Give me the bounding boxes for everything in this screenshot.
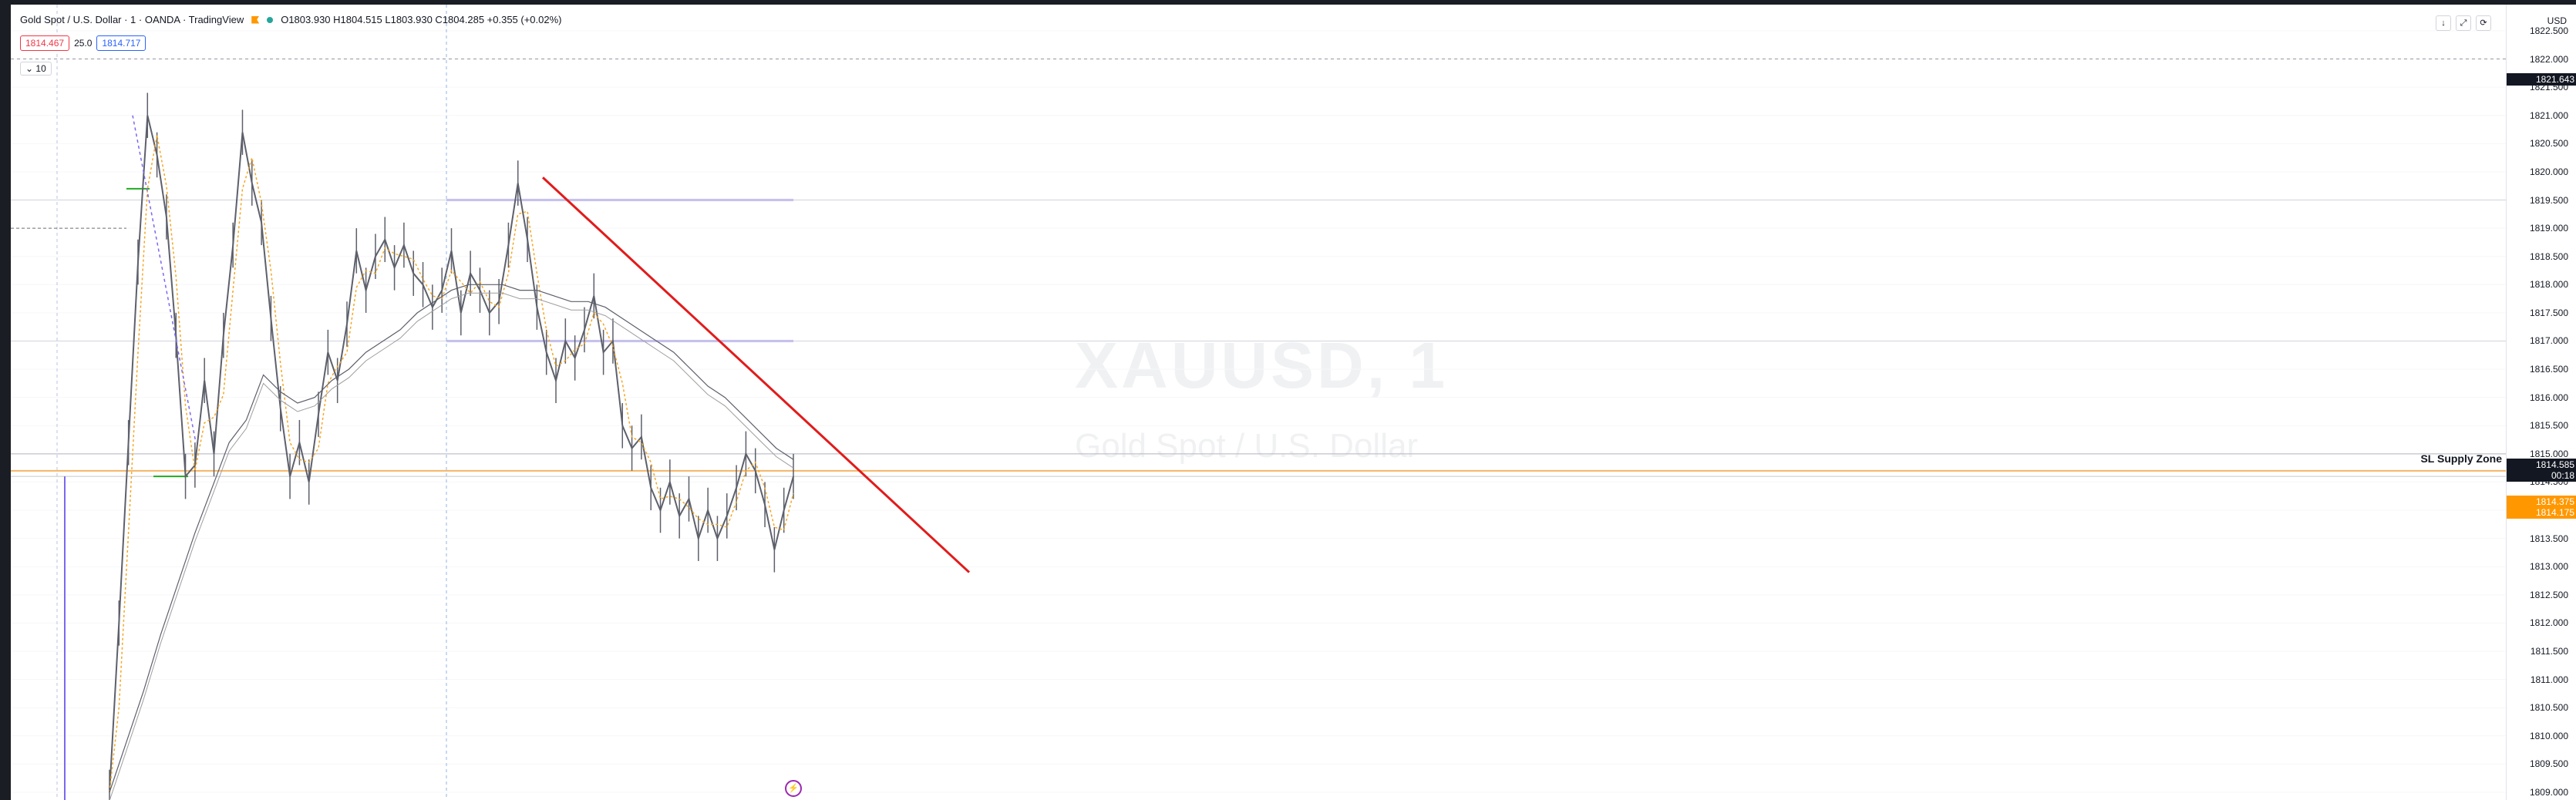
ohlc-values: O1803.930 H1804.515 L1803.930 C1804.285 … xyxy=(281,14,562,25)
sl-supply-zone-label: SL Supply Zone xyxy=(2420,452,2502,466)
slow-ma-series xyxy=(109,284,794,793)
ask-price-label: 1814.375 xyxy=(2507,496,2576,509)
arrow-down-icon[interactable]: ↓ xyxy=(2436,15,2451,31)
sell-button[interactable]: 1814.467 xyxy=(20,35,70,51)
price-plot[interactable] xyxy=(11,5,2507,800)
price-tick-label: 1816.000 xyxy=(2529,392,2568,403)
buy-sell-panel: 1814.467 25.0 1814.717 xyxy=(20,35,146,51)
price-tick-label: 1817.000 xyxy=(2529,335,2568,347)
price-tick-label: 1809.500 xyxy=(2529,758,2568,770)
price-tick-label: 1818.500 xyxy=(2529,250,2568,262)
chart-pane[interactable]: XAUUSD, 1 Gold Spot / U.S. Dollar Gold S… xyxy=(11,5,2576,800)
fast-ma-series xyxy=(109,135,794,793)
candle-timer-label: 00:18 xyxy=(2507,469,2576,482)
flag-icon[interactable] xyxy=(251,15,260,24)
price-tick-label: 1815.000 xyxy=(2529,448,2568,459)
chart-controls: ↓ ⤢ ⟳ xyxy=(2436,15,2491,31)
price-tick-label: 1816.500 xyxy=(2529,364,2568,375)
symbol-legend: Gold Spot / U.S. Dollar · 1 · OANDA · Tr… xyxy=(20,14,562,25)
price-tick-label: 1813.500 xyxy=(2529,533,2568,544)
red-trendline xyxy=(541,176,971,573)
lightning-icon[interactable]: ⚡ xyxy=(785,780,802,797)
price-tick-label: 1812.000 xyxy=(2529,617,2568,629)
price-tick-label: 1817.500 xyxy=(2529,307,2568,318)
price-tick-label: 1813.000 xyxy=(2529,561,2568,573)
price-tick-label: 1818.000 xyxy=(2529,279,2568,291)
chevron-down-icon: ⌄ xyxy=(25,63,34,74)
last-price-label: 1814.585 xyxy=(2507,458,2576,471)
price-tick-label: 1809.000 xyxy=(2529,787,2568,798)
price-tick-label: 1822.000 xyxy=(2529,53,2568,65)
price-tick-label: 1811.000 xyxy=(2530,674,2568,685)
price-tick-label: 1810.000 xyxy=(2529,730,2568,741)
indicators-count: 10 xyxy=(35,63,46,74)
indicators-collapse-button[interactable]: ⌄ 10 xyxy=(20,62,52,76)
market-status-icon xyxy=(267,16,274,23)
refresh-icon[interactable]: ⟳ xyxy=(2476,15,2491,31)
symbol-title[interactable]: Gold Spot / U.S. Dollar · 1 · OANDA · Tr… xyxy=(20,14,244,25)
price-tick-label: 1815.500 xyxy=(2529,420,2568,432)
buy-button[interactable]: 1814.717 xyxy=(96,35,146,51)
price-tick-label: 1821.000 xyxy=(2529,109,2568,121)
price-tick-label: 1822.500 xyxy=(2529,25,2568,36)
price-tick-label: 1820.500 xyxy=(2529,138,2568,150)
price-tick-label: 1820.000 xyxy=(2529,166,2568,177)
price-tick-label: 1812.500 xyxy=(2529,589,2568,600)
bid-price-label: 1814.175 xyxy=(2507,506,2576,519)
price-tick-label: 1810.500 xyxy=(2529,702,2568,714)
price-tick-label: 1819.500 xyxy=(2529,194,2568,206)
expand-icon[interactable]: ⤢ xyxy=(2456,15,2471,31)
slow-ma-series xyxy=(109,292,794,800)
price-axis[interactable]: USD 1822.500 1822.000 1821.500 1821.000 1820… xyxy=(2506,5,2576,800)
currency-label[interactable]: USD xyxy=(2547,15,2567,26)
spread-value: 25.0 xyxy=(74,38,93,49)
price-tick-label: 1819.000 xyxy=(2529,223,2568,234)
diagonal-guide xyxy=(132,115,197,443)
watermark-name: Gold Spot / U.S. Dollar xyxy=(1075,427,1419,465)
current-price-label: 1821.643 xyxy=(2507,72,2576,86)
price-tick-label: 1811.500 xyxy=(2530,646,2568,657)
